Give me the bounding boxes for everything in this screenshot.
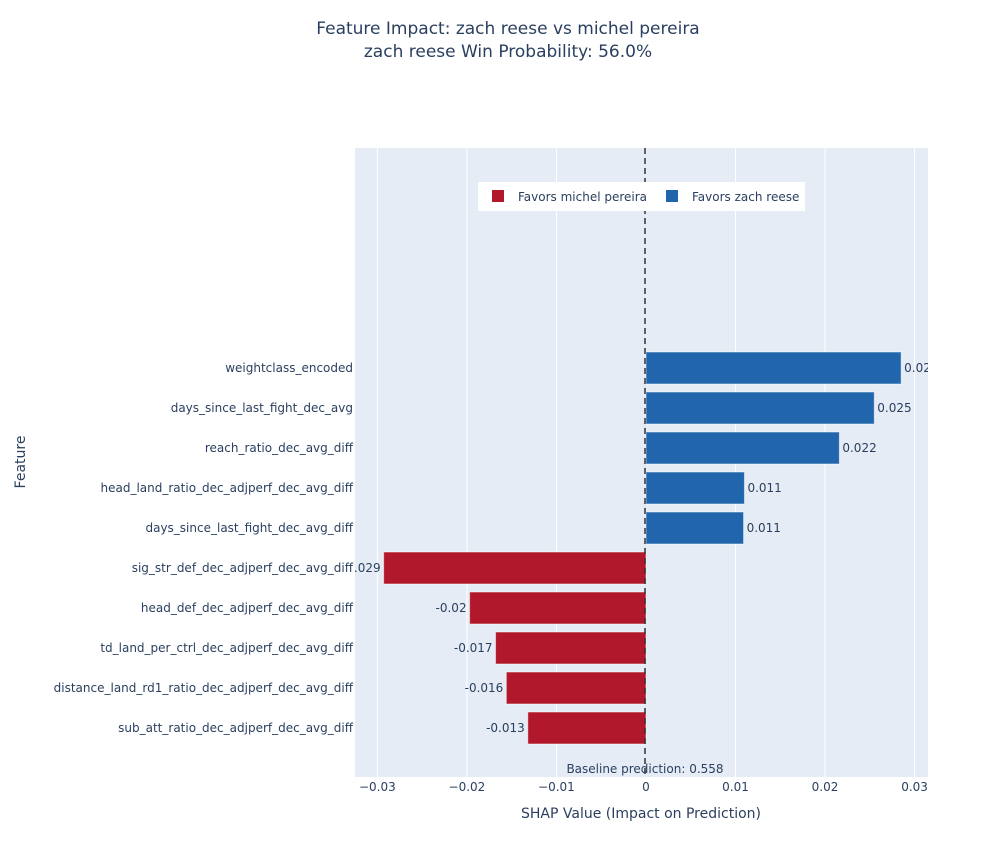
bar[interactable] bbox=[645, 471, 745, 505]
bar[interactable] bbox=[383, 551, 647, 585]
bar[interactable] bbox=[645, 391, 875, 425]
x-tick-label: −0.03 bbox=[359, 780, 396, 794]
bar-value-label: -0.029 bbox=[342, 561, 381, 575]
bar-value-label: -0.016 bbox=[465, 681, 504, 695]
bar-value-label: 0.022 bbox=[842, 441, 876, 455]
bar-value-label: 0.011 bbox=[747, 521, 781, 535]
bar[interactable] bbox=[505, 671, 647, 705]
chart-subtitle: zach reese Win Probability: 56.0% bbox=[364, 42, 652, 62]
y-tick-label: td_land_per_ctrl_dec_adjperf_dec_avg_dif… bbox=[100, 641, 353, 655]
bar-value-label: -0.013 bbox=[486, 721, 525, 735]
bar-value-label: -0.02 bbox=[436, 601, 467, 615]
bar[interactable] bbox=[495, 631, 647, 665]
x-tick-label: 0 bbox=[642, 780, 650, 794]
bar[interactable] bbox=[645, 431, 840, 465]
bar[interactable] bbox=[645, 511, 745, 545]
legend-item-zach-reese[interactable]: Favors zach reese bbox=[692, 190, 799, 204]
y-tick-label: head_def_dec_adjperf_dec_avg_diff bbox=[141, 601, 354, 615]
legend-item-michel-pereira[interactable]: Favors michel pereira bbox=[518, 190, 647, 204]
y-tick-label: distance_land_rd1_ratio_dec_adjperf_dec_… bbox=[54, 681, 354, 695]
bar[interactable] bbox=[469, 591, 647, 625]
x-tick-label: 0.03 bbox=[901, 780, 928, 794]
bar[interactable] bbox=[527, 711, 647, 745]
bar[interactable] bbox=[645, 351, 902, 385]
y-tick-label: reach_ratio_dec_avg_diff bbox=[205, 441, 354, 455]
legend-swatch-zach-reese bbox=[666, 190, 678, 202]
x-tick-label: −0.01 bbox=[538, 780, 575, 794]
bar-value-label: 0.011 bbox=[747, 481, 781, 495]
x-tick-label: 0.02 bbox=[812, 780, 839, 794]
y-tick-label: days_since_last_fight_dec_avg bbox=[171, 401, 353, 415]
y-tick-label: weightclass_encoded bbox=[225, 361, 353, 375]
bar-value-label: -0.017 bbox=[454, 641, 493, 655]
y-axis-label: Feature bbox=[13, 436, 29, 489]
legend-swatch-michel-pereira bbox=[492, 190, 504, 202]
x-tick-label: −0.02 bbox=[449, 780, 486, 794]
y-tick-label: head_land_ratio_dec_adjperf_dec_avg_diff bbox=[101, 481, 354, 495]
y-tick-label: sub_att_ratio_dec_adjperf_dec_avg_diff bbox=[118, 721, 354, 735]
y-tick-label: days_since_last_fight_dec_avg_diff bbox=[145, 521, 353, 535]
legend: Favors michel pereira Favors zach reese bbox=[478, 182, 805, 211]
bar-value-label: 0.025 bbox=[877, 401, 911, 415]
x-axis-label: SHAP Value (Impact on Prediction) bbox=[521, 806, 761, 822]
chart-title: Feature Impact: zach reese vs michel per… bbox=[316, 19, 699, 39]
x-tick-label: 0.01 bbox=[722, 780, 749, 794]
y-tick-label: sig_str_def_dec_adjperf_dec_avg_diff bbox=[132, 561, 354, 575]
bar-value-label: 0.028 bbox=[904, 361, 938, 375]
baseline-annotation: Baseline prediction: 0.558 bbox=[566, 762, 723, 776]
